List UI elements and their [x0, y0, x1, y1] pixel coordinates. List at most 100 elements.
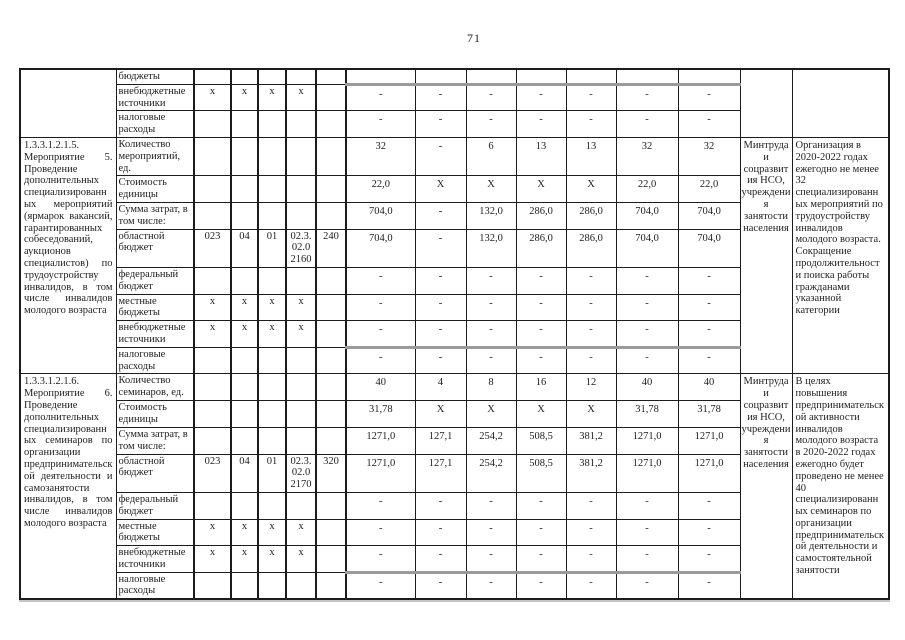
value-cell: -	[677, 82, 741, 112]
value-cell: -	[414, 320, 467, 348]
csr-code-cell	[285, 400, 317, 428]
rz-code-cell: x	[230, 83, 259, 112]
pr-code-cell	[257, 175, 287, 203]
value-cell: 40	[615, 373, 679, 402]
indicator-cell: Стоимость единицы	[115, 400, 195, 428]
indicator-cell: федеральный бюджет	[115, 266, 195, 295]
value-cell: 286,0	[515, 201, 567, 230]
value-cell: 132,0	[465, 201, 517, 230]
value-cell: -	[615, 545, 679, 573]
value-cell: 40	[345, 373, 416, 402]
grbs-code-cell	[193, 373, 232, 402]
grbs-code-cell: x	[193, 320, 232, 348]
vr-code-cell	[315, 491, 347, 520]
vr-code-cell	[315, 545, 347, 573]
csr-code-cell	[285, 110, 317, 138]
pr-code-cell: 01	[257, 453, 287, 493]
pr-code-cell	[257, 491, 287, 520]
table-row: внебюджетные источники x x x x - - - - - - -	[20, 82, 889, 112]
value-cell: 286,0	[515, 228, 567, 268]
vr-code-cell	[315, 426, 347, 455]
value-cell	[677, 68, 741, 85]
value-cell: 1271,0	[615, 426, 679, 455]
indicator-cell: Сумма затрат, в том числе:	[115, 201, 195, 230]
vr-code-cell: 320	[315, 453, 347, 493]
value-cell: 32	[677, 136, 741, 177]
value-cell: -	[565, 293, 617, 322]
pr-code-cell: x	[257, 83, 287, 112]
vr-code-cell	[315, 320, 347, 348]
value-cell: 132,0	[465, 228, 517, 268]
value-cell: 508,5	[515, 453, 567, 493]
value-cell	[414, 68, 467, 85]
indicator-cell: местные бюджеты	[115, 293, 195, 322]
indicator-cell: бюджеты	[115, 68, 195, 85]
expected-result-cell: Организация в 2020-2022 годах ежегодно н…	[791, 136, 890, 375]
value-cell: 1271,0	[345, 426, 416, 455]
value-cell: X	[465, 400, 517, 428]
value-cell: -	[414, 345, 467, 375]
grbs-code-cell	[193, 346, 232, 375]
grbs-code-cell	[193, 426, 232, 455]
value-cell: -	[465, 518, 517, 547]
pr-code-cell: 01	[257, 228, 287, 268]
value-cell: 16	[515, 373, 567, 402]
csr-code-cell: x	[285, 320, 317, 348]
executor-cell: Минтруда и соцразвития НСО, учреждения з…	[739, 373, 793, 600]
value-cell: -	[515, 266, 567, 295]
value-cell: -	[565, 110, 617, 138]
value-cell: 381,2	[565, 453, 617, 493]
program-financing-table: бюджеты внебюджетные источники x x x x - - - - - - -…	[19, 68, 890, 601]
rz-code-cell: x	[230, 293, 259, 322]
value-cell: -	[677, 266, 741, 295]
value-cell	[615, 68, 679, 85]
csr-code-cell: 02.3. 02.0 2170	[285, 453, 317, 493]
expected-result-cell	[791, 68, 890, 138]
grbs-code-cell	[193, 201, 232, 230]
value-cell: X	[414, 400, 467, 428]
value-cell	[515, 68, 567, 85]
pr-code-cell: x	[257, 293, 287, 322]
grbs-code-cell: x	[193, 518, 232, 547]
value-cell: -	[345, 345, 416, 375]
vr-code-cell	[315, 266, 347, 295]
value-cell: 127,1	[414, 453, 467, 493]
value-cell: 704,0	[677, 201, 741, 230]
rz-code-cell	[230, 68, 259, 85]
value-cell: -	[414, 545, 467, 573]
value-cell: -	[414, 110, 467, 138]
table-row: 1.3.3.1.2.1.5. Мероприятие 5. Проведение…	[19, 136, 890, 375]
table-row: Сумма затрат, в том числе: 1271,0 127,1 254…	[20, 426, 889, 455]
vr-code-cell	[315, 83, 347, 112]
grbs-code-cell	[193, 136, 232, 177]
value-cell: 31,78	[615, 400, 679, 428]
value-cell: -	[677, 518, 741, 547]
value-cell: -	[345, 518, 416, 547]
rz-code-cell	[230, 136, 259, 177]
rz-code-cell: 04	[230, 228, 259, 268]
table-row: областной бюджет 023 04 01 02.3. 02.0 2160 24…	[20, 228, 889, 268]
vr-code-cell	[315, 68, 347, 85]
indicator-cell: налоговые расходы	[115, 571, 195, 600]
csr-code-cell	[285, 426, 317, 455]
value-cell: -	[465, 545, 517, 573]
vr-code-cell	[315, 293, 347, 322]
table-row: федеральный бюджет - - - - - - -	[20, 491, 889, 520]
value-cell: -	[414, 228, 467, 268]
value-cell: 12	[565, 373, 617, 402]
value-cell: -	[615, 110, 679, 138]
value-cell: 31,78	[677, 400, 741, 428]
indicator-cell: налоговые расходы	[115, 110, 195, 138]
expected-result-cell: В целях повышения предпринимательской ак…	[791, 373, 890, 600]
csr-code-cell	[285, 175, 317, 203]
value-cell: 704,0	[615, 228, 679, 268]
value-cell: -	[465, 293, 517, 322]
value-cell: 286,0	[565, 228, 617, 268]
value-cell: 13	[565, 136, 617, 177]
activity-title-cell: 1.3.3.1.2.1.5. Мероприятие 5. Проведение…	[19, 136, 117, 375]
value-cell: 22,0	[345, 175, 416, 203]
grbs-code-cell	[193, 491, 232, 520]
value-cell: 704,0	[345, 201, 416, 230]
value-cell: -	[515, 82, 567, 112]
value-cell: -	[414, 201, 467, 230]
